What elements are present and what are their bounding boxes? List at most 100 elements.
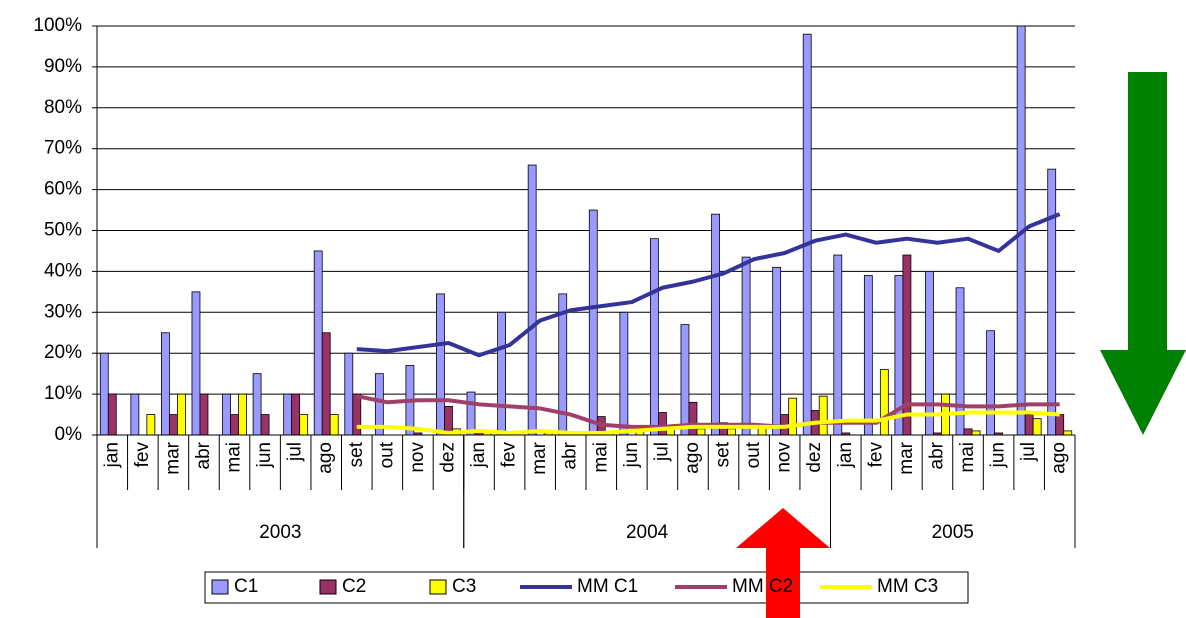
legend-label: C2 [342, 576, 366, 597]
x-tick-label: ago [682, 442, 703, 474]
legend-swatch [211, 579, 229, 595]
x-tick-label: abr [926, 441, 947, 469]
x-tick-label: nov [774, 442, 795, 473]
bar [260, 414, 270, 436]
x-tick-label: mar [896, 441, 917, 474]
bar [772, 266, 782, 436]
x-tick-label: nov [407, 442, 428, 473]
bar [321, 332, 331, 436]
group-label: 2003 [259, 522, 301, 543]
bar [238, 393, 247, 436]
bar [169, 414, 178, 436]
x-tick-label: mai [957, 442, 978, 473]
group-label: 2004 [626, 522, 669, 543]
y-tick-label: 90% [44, 56, 82, 77]
bar [971, 430, 981, 436]
bar [1032, 418, 1042, 436]
x-tick-label: fev [865, 442, 886, 468]
bar [588, 209, 598, 436]
x-tick-label: jan [835, 442, 856, 468]
x-tick-label: jul [1018, 442, 1039, 462]
x-tick-label: jul [651, 442, 672, 462]
bar [161, 332, 170, 436]
bar [818, 395, 828, 436]
bar [99, 352, 109, 436]
bar [619, 311, 629, 436]
bar [146, 414, 156, 436]
red-arrow [736, 508, 830, 618]
bar [711, 213, 720, 436]
y-tick-label: 50% [44, 220, 82, 241]
bar [688, 401, 698, 436]
y-tick-label: 40% [44, 260, 82, 281]
legend-label: MM C2 [732, 576, 793, 597]
bar [986, 330, 995, 436]
x-tick-label: mai [590, 442, 611, 473]
x-tick-label: ago [1049, 442, 1070, 474]
bar [1047, 168, 1057, 436]
legend-label: MM C3 [877, 576, 938, 597]
green-arrow [1100, 72, 1186, 435]
x-tick-label: jun [621, 442, 642, 468]
x-tick-label: mar [162, 441, 183, 474]
x-tick-label: ago [315, 442, 336, 474]
bar [650, 238, 659, 436]
x-tick-label: out [743, 441, 764, 468]
x-tick-label: jan [101, 442, 122, 468]
bar [344, 352, 354, 436]
bar [436, 293, 445, 436]
x-tick-label: fev [132, 442, 153, 468]
bar [925, 270, 934, 436]
y-tick-label: 0% [55, 424, 83, 445]
bar [696, 428, 706, 436]
bar [527, 164, 537, 436]
x-tick-label: abr [560, 441, 581, 469]
x-tick-label: set [346, 441, 367, 467]
bar [291, 393, 301, 436]
bar [833, 254, 843, 436]
bar [199, 393, 209, 436]
x-tick-label: jul [285, 442, 306, 462]
x-tick-label: jan [468, 442, 489, 468]
bar [299, 414, 309, 436]
bar [191, 291, 201, 436]
bar [313, 250, 323, 436]
legend-swatch [319, 579, 337, 595]
legend-label: C1 [234, 576, 258, 597]
y-tick-label: 100% [33, 15, 82, 36]
x-tick-label: fev [499, 442, 520, 468]
y-tick-label: 20% [44, 342, 82, 363]
x-tick-label: out [376, 441, 397, 468]
y-tick-label: 30% [44, 301, 82, 322]
bar [1055, 414, 1065, 436]
bar [222, 393, 231, 436]
bar [107, 393, 117, 436]
bar [329, 414, 339, 436]
bar [863, 275, 873, 436]
bar [1063, 430, 1073, 436]
x-tick-label: jun [988, 442, 1009, 468]
bar [680, 324, 690, 436]
bar [1024, 414, 1034, 436]
bar [497, 311, 506, 436]
bar [727, 428, 736, 436]
x-tick-label: dez [437, 442, 458, 473]
bar [230, 414, 239, 436]
legend-label: C3 [452, 576, 476, 597]
line [356, 212, 1061, 358]
bar [352, 393, 362, 436]
bar [658, 412, 667, 436]
bar [879, 369, 889, 436]
bar [177, 393, 186, 436]
bar [283, 393, 293, 436]
x-tick-label: jun [254, 442, 275, 468]
x-tick-label: abr [193, 441, 214, 469]
legend-label: MM C1 [577, 576, 638, 597]
x-tick-label: set [713, 441, 734, 467]
y-tick-label: 10% [44, 383, 82, 404]
line [356, 410, 1060, 435]
bar [788, 397, 798, 436]
bar [741, 256, 751, 436]
